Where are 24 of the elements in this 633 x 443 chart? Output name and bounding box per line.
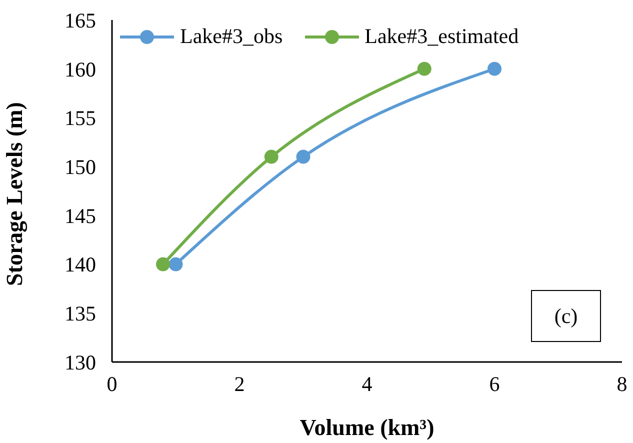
- legend-label: Lake#3_obs: [180, 24, 283, 49]
- point: [296, 150, 310, 164]
- y-tick-label: 160: [64, 57, 96, 82]
- y-tick-label: 155: [64, 106, 96, 130]
- point: [264, 150, 278, 164]
- x-axis-title: Volume (km³): [300, 415, 434, 440]
- point: [488, 62, 502, 76]
- y-tick-label: 135: [64, 302, 96, 326]
- x-tick-label: 4: [362, 372, 373, 396]
- y-tick-label: 140: [64, 252, 96, 277]
- point: [168, 257, 183, 272]
- y-tick-label: 150: [64, 155, 96, 180]
- x-tick-label: 8: [616, 372, 628, 396]
- y-tick-label: 130: [64, 350, 96, 374]
- y-tick-label: 145: [64, 204, 96, 228]
- x-tick-label: 6: [489, 372, 500, 396]
- panel-label-box: (c): [531, 290, 601, 342]
- point: [156, 257, 170, 272]
- x-tick-label: 0: [106, 372, 118, 396]
- x-tick-label: 2: [234, 372, 245, 396]
- point: [417, 62, 432, 76]
- y-axis-title: Storage Levels (m): [2, 102, 28, 286]
- y-tick-label: 165: [64, 8, 96, 32]
- legend-label: Lake#3_estimated: [364, 24, 519, 49]
